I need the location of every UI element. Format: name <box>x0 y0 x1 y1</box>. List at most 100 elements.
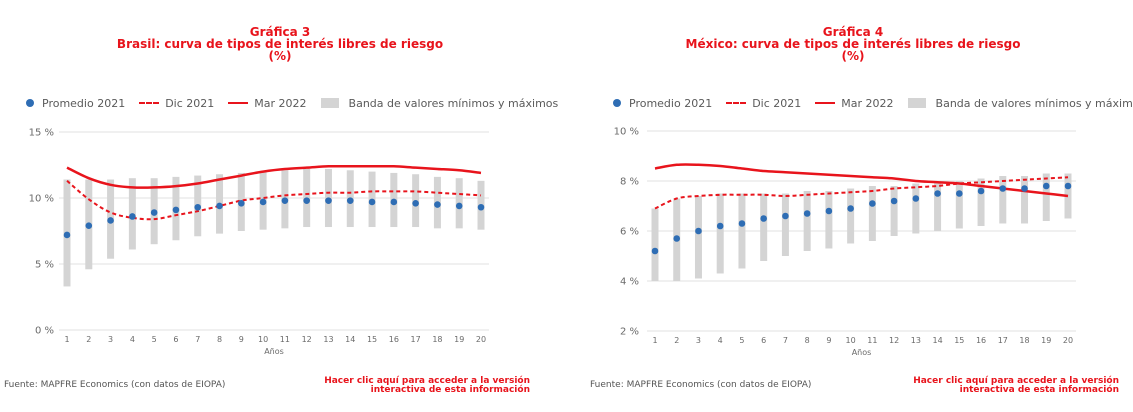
x-tick-label: 5 <box>152 335 157 344</box>
x-tick-label: 11 <box>280 335 290 344</box>
data-point-promedio-2021 <box>238 199 245 207</box>
solid-line-icon <box>815 102 836 104</box>
link-text-line[interactable]: interactiva de esta información <box>370 385 530 395</box>
chart-title: México: curva de tipos de interés libres… <box>685 37 1021 51</box>
legend-label: Promedio 2021 <box>629 96 713 110</box>
chart-unit: (%) <box>268 49 292 63</box>
legend-item-promedio: Promedio 2021 <box>26 97 125 110</box>
band-bar <box>825 191 833 249</box>
x-tick-label: 8 <box>805 336 810 345</box>
data-point-promedio-2021 <box>390 198 398 206</box>
dot-marker-icon <box>26 99 34 107</box>
x-tick-label: 3 <box>108 335 113 344</box>
data-point-promedio-2021 <box>738 220 746 227</box>
band-swatch-icon <box>907 98 926 108</box>
x-tick-label: 4 <box>130 335 135 344</box>
data-point-promedio-2021 <box>912 195 920 202</box>
x-tick-label: 10 <box>258 335 268 344</box>
x-tick-label: 13 <box>323 335 333 344</box>
band-bar <box>847 188 855 244</box>
data-point-promedio-2021 <box>63 231 71 239</box>
x-tick-label: 11 <box>867 336 877 345</box>
data-point-promedio-2021 <box>281 197 289 204</box>
x-tick-label: 9 <box>239 335 244 344</box>
data-point-promedio-2021 <box>129 213 136 220</box>
series-line-mar-2022 <box>66 164 482 189</box>
x-tick-label: 13 <box>911 336 921 345</box>
y-tick-label: 10 % <box>614 127 639 138</box>
data-point-promedio-2021 <box>259 198 267 206</box>
solid-line-icon <box>228 102 249 104</box>
x-tick-label: 2 <box>674 336 679 345</box>
x-tick-label: 19 <box>454 335 464 344</box>
data-point-promedio-2021 <box>673 235 681 242</box>
band-bar <box>868 186 876 241</box>
chart-number: Gráfica 3 <box>249 25 311 39</box>
chart-title: Brasil: curva de tipos de interés libres… <box>116 37 444 51</box>
legend-label: Promedio 2021 <box>42 96 126 110</box>
band-bar <box>934 181 942 231</box>
legend-label: Dic 2021 <box>752 96 802 110</box>
data-point-promedio-2021 <box>1042 182 1050 190</box>
x-tick-label: 1 <box>64 335 69 344</box>
band-bar <box>912 183 920 234</box>
link-text-line[interactable]: Hacer clic aquí para acceder a la versió… <box>913 376 1119 386</box>
x-tick-label: 8 <box>217 335 222 344</box>
data-point-promedio-2021 <box>368 198 376 206</box>
data-point-promedio-2021 <box>303 197 310 204</box>
dashed-line-icon <box>139 102 160 104</box>
data-point-promedio-2021 <box>782 212 789 220</box>
x-tick-label: 20 <box>1063 336 1073 345</box>
chart-plot: 0 %5 %10 %15 %1 2 3 4 5 6 7 8 9 10 11 12 13 14 15 16 17 1… <box>29 128 489 356</box>
data-point-promedio-2021 <box>934 190 941 197</box>
legend-item-promedio: Promedio 2021 <box>613 97 712 110</box>
band-bar <box>955 181 963 229</box>
legend-item-banda: Banda de valores mínimos y máximos <box>907 96 1133 110</box>
data-point-promedio-2021 <box>999 185 1007 192</box>
data-point-promedio-2021 <box>890 197 898 205</box>
data-point-promedio-2021 <box>434 201 441 208</box>
data-point-promedio-2021 <box>869 200 876 207</box>
x-tick-label: 6 <box>173 335 178 344</box>
legend-label: Dic 2021 <box>165 96 215 110</box>
x-tick-label: 6 <box>761 336 766 345</box>
x-tick-label: 17 <box>998 336 1008 345</box>
band-swatch-icon <box>320 98 339 108</box>
band-bar <box>803 191 811 251</box>
y-tick-label: 10 % <box>29 194 54 205</box>
legend-item-mar: Mar 2022 <box>815 97 894 110</box>
band-bar <box>651 208 659 281</box>
dashed-line-icon <box>726 102 747 104</box>
dot-marker-icon <box>613 99 621 107</box>
interactive-version-link[interactable]: Hacer clic aquí para acceder a la versió… <box>324 377 530 395</box>
band-bar <box>890 186 898 236</box>
source-note: Fuente: MAPFRE Economics (con datos de E… <box>4 380 226 390</box>
chart-unit: (%) <box>841 49 865 63</box>
x-tick-label: 18 <box>432 335 442 344</box>
data-point-promedio-2021 <box>651 247 659 255</box>
band-bar <box>738 193 746 269</box>
x-tick-label: 14 <box>345 335 355 344</box>
legend-item-dic: Dic 2021 <box>139 97 214 110</box>
data-point-promedio-2021 <box>825 207 833 215</box>
legend-label: Banda de valores mínimos y máximos <box>935 96 1133 110</box>
x-tick-label: 12 <box>889 336 899 345</box>
y-tick-label: 8 % <box>620 177 639 188</box>
link-text-line[interactable]: interactiva de esta información <box>959 385 1119 395</box>
x-tick-label: 12 <box>302 335 312 344</box>
y-tick-label: 5 % <box>35 260 54 271</box>
x-tick-label: 19 <box>1041 336 1051 345</box>
chart-panel-brasil: Gráfica 3 Brasil: curva de tipos de inte… <box>0 0 560 412</box>
data-point-promedio-2021 <box>172 206 180 214</box>
interactive-version-link[interactable]: Hacer clic aquí para acceder a la versió… <box>913 377 1119 395</box>
band-bar <box>1042 173 1050 221</box>
data-point-promedio-2021 <box>977 187 985 195</box>
data-point-promedio-2021 <box>216 202 223 210</box>
source-note: Fuente: MAPFRE Economics (con datos de E… <box>590 380 812 390</box>
y-tick-label: 2 % <box>620 327 639 338</box>
data-point-promedio-2021 <box>455 202 463 210</box>
x-tick-label: 7 <box>783 336 788 345</box>
link-text-line[interactable]: Hacer clic aquí para acceder a la versió… <box>324 376 530 386</box>
band-bar <box>977 178 985 226</box>
data-point-promedio-2021 <box>1064 182 1072 190</box>
